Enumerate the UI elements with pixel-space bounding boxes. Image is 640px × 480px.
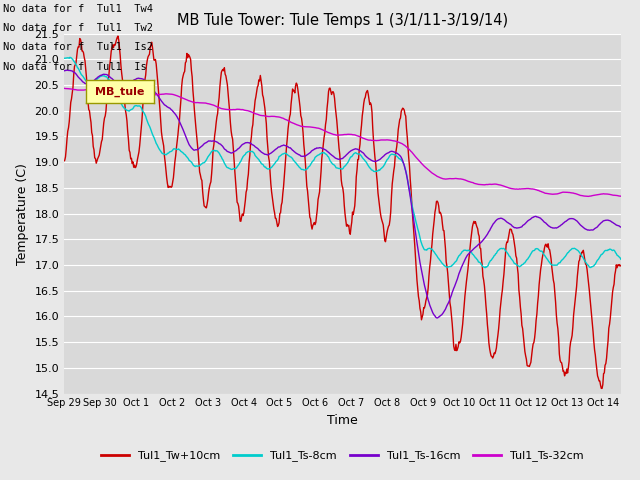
Text: MB_tule: MB_tule xyxy=(95,86,145,97)
Text: No data for f  Tul1  Tw4: No data for f Tul1 Tw4 xyxy=(3,4,153,14)
X-axis label: Time: Time xyxy=(327,414,358,427)
Y-axis label: Temperature (C): Temperature (C) xyxy=(16,163,29,264)
Text: No data for f  Tul1  Is: No data for f Tul1 Is xyxy=(3,61,147,72)
Title: MB Tule Tower: Tule Temps 1 (3/1/11-3/19/14): MB Tule Tower: Tule Temps 1 (3/1/11-3/19… xyxy=(177,13,508,28)
Text: No data for f  Tul1  Is2: No data for f Tul1 Is2 xyxy=(3,42,153,52)
Text: No data for f  Tul1  Tw2: No data for f Tul1 Tw2 xyxy=(3,23,153,33)
Legend: Tul1_Tw+10cm, Tul1_Ts-8cm, Tul1_Ts-16cm, Tul1_Ts-32cm: Tul1_Tw+10cm, Tul1_Ts-8cm, Tul1_Ts-16cm,… xyxy=(97,446,588,466)
